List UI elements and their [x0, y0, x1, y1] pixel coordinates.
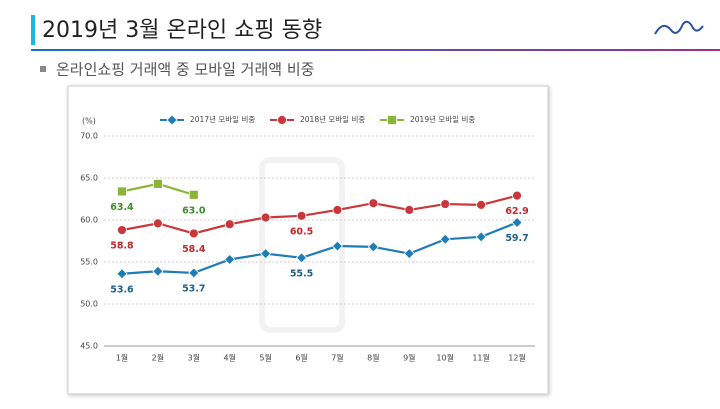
marker: [188, 189, 199, 200]
marker: [476, 199, 487, 210]
marker: [260, 248, 272, 260]
y-axis-label: (%): [82, 117, 96, 126]
marker: [224, 253, 236, 266]
y-tick-label: 50.0: [80, 300, 98, 309]
marker: [188, 228, 199, 239]
legend-label: 2017년 모바일 비중: [190, 114, 255, 124]
data-label: 60.5: [290, 226, 313, 237]
data-label: 63.4: [110, 202, 134, 213]
x-tick-label: 10월: [436, 353, 454, 363]
y-tick-label: 45.0: [80, 342, 98, 351]
data-label: 59.7: [505, 233, 528, 244]
x-tick-label: 2월: [152, 353, 164, 363]
marker: [331, 240, 344, 252]
marker: [116, 268, 128, 280]
marker: [117, 225, 127, 235]
y-tick-label: 70.0: [80, 132, 98, 141]
data-label: 58.8: [110, 241, 134, 252]
data-label: 58.4: [182, 244, 206, 255]
marker: [152, 218, 163, 229]
legend-marker: [277, 115, 287, 125]
x-tick-label: 9월: [403, 353, 415, 363]
x-tick-label: 7월: [331, 353, 343, 363]
legend-marker: [387, 115, 397, 125]
marker: [403, 248, 415, 260]
marker: [511, 216, 523, 229]
series-line: [121, 221, 518, 275]
marker: [260, 212, 271, 223]
y-tick-label: 55.0: [80, 258, 98, 267]
marker: [440, 199, 451, 209]
data-label: 55.5: [290, 268, 313, 279]
legend-marker: [166, 114, 178, 126]
legend-label: 2018년 모바일 비중: [300, 114, 365, 124]
x-tick-label: 12월: [508, 353, 526, 363]
marker: [295, 252, 308, 264]
title-rule: [31, 49, 720, 51]
data-label: 63.0: [182, 205, 206, 216]
x-tick-label: 6월: [295, 353, 307, 363]
y-tick-label: 65.0: [80, 174, 98, 183]
marker: [404, 205, 415, 215]
marker: [188, 267, 200, 279]
chart-frame: [67, 85, 549, 395]
x-tick-label: 8월: [367, 353, 379, 363]
x-tick-label: 11월: [472, 353, 490, 363]
marker: [224, 219, 235, 230]
marker: [367, 241, 379, 253]
data-label: 53.6: [110, 284, 134, 295]
marker: [512, 190, 522, 201]
series-line: [121, 194, 518, 235]
x-tick-label: 3월: [188, 353, 200, 363]
marker: [332, 205, 343, 215]
marker: [152, 265, 164, 277]
marker: [368, 198, 379, 209]
x-tick-label: 4월: [223, 353, 235, 363]
marker: [296, 210, 307, 221]
legend-label: 2019년 모바일 비중: [410, 114, 475, 124]
marker: [439, 233, 451, 245]
slide-title: 2019년 3월 온라인 쇼핑 동향: [42, 18, 322, 43]
marker: [117, 186, 127, 197]
slide-subtitle: 온라인쇼핑 거래액 중 모바일 거래액 비중: [56, 61, 314, 79]
x-tick-label: 1월: [116, 353, 128, 363]
logo: [654, 20, 704, 35]
y-tick-label: 60.0: [80, 216, 98, 225]
title-accent: [31, 15, 35, 45]
marker: [152, 178, 163, 189]
data-label: 53.7: [182, 283, 205, 294]
x-tick-label: 5월: [259, 353, 271, 363]
data-label: 62.9: [505, 206, 528, 217]
marker: [475, 231, 487, 243]
bullet: [40, 66, 46, 72]
watermark: [259, 157, 345, 333]
